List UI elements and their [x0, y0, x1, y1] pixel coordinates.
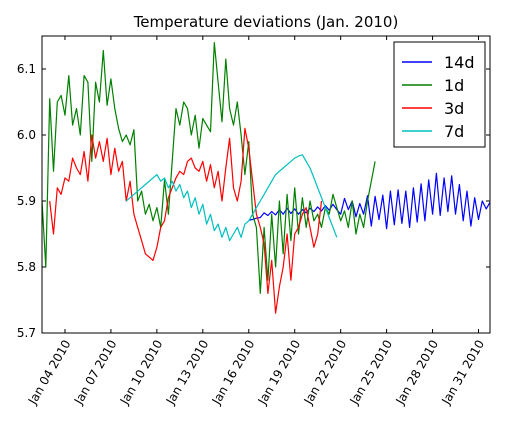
y-tick-label: 5.8 [17, 260, 36, 274]
x-tick-label: Jan 31 2010 [439, 338, 488, 408]
x-tick-label: Jan 19 2010 [255, 338, 304, 408]
x-tick-label: Jan 16 2010 [209, 338, 258, 408]
x-tick-label: Jan 10 2010 [117, 338, 166, 408]
legend-label-3d: 3d [444, 99, 464, 118]
y-tick-label: 5.7 [17, 326, 36, 340]
legend-label-14d: 14d [444, 53, 475, 72]
legend-label-1d: 1d [444, 76, 464, 95]
x-tick-label: Jan 04 2010 [25, 338, 74, 408]
chart-title: Temperature deviations (Jan. 2010) [133, 13, 399, 31]
y-tick-label: 6.1 [17, 62, 36, 76]
y-tick-label: 6.0 [17, 128, 36, 142]
x-tick-label: Jan 25 2010 [347, 338, 396, 408]
legend: 14d 1d 3d 7d [394, 42, 485, 147]
legend-label-7d: 7d [444, 122, 464, 141]
y-tick-label: 5.9 [17, 194, 36, 208]
x-tick-label: Jan 13 2010 [163, 338, 212, 408]
x-tick-label: Jan 22 2010 [301, 338, 350, 408]
x-tick-label: Jan 28 2010 [393, 338, 442, 408]
x-tick-label: Jan 07 2010 [71, 338, 120, 408]
series-line-1d [42, 43, 375, 294]
